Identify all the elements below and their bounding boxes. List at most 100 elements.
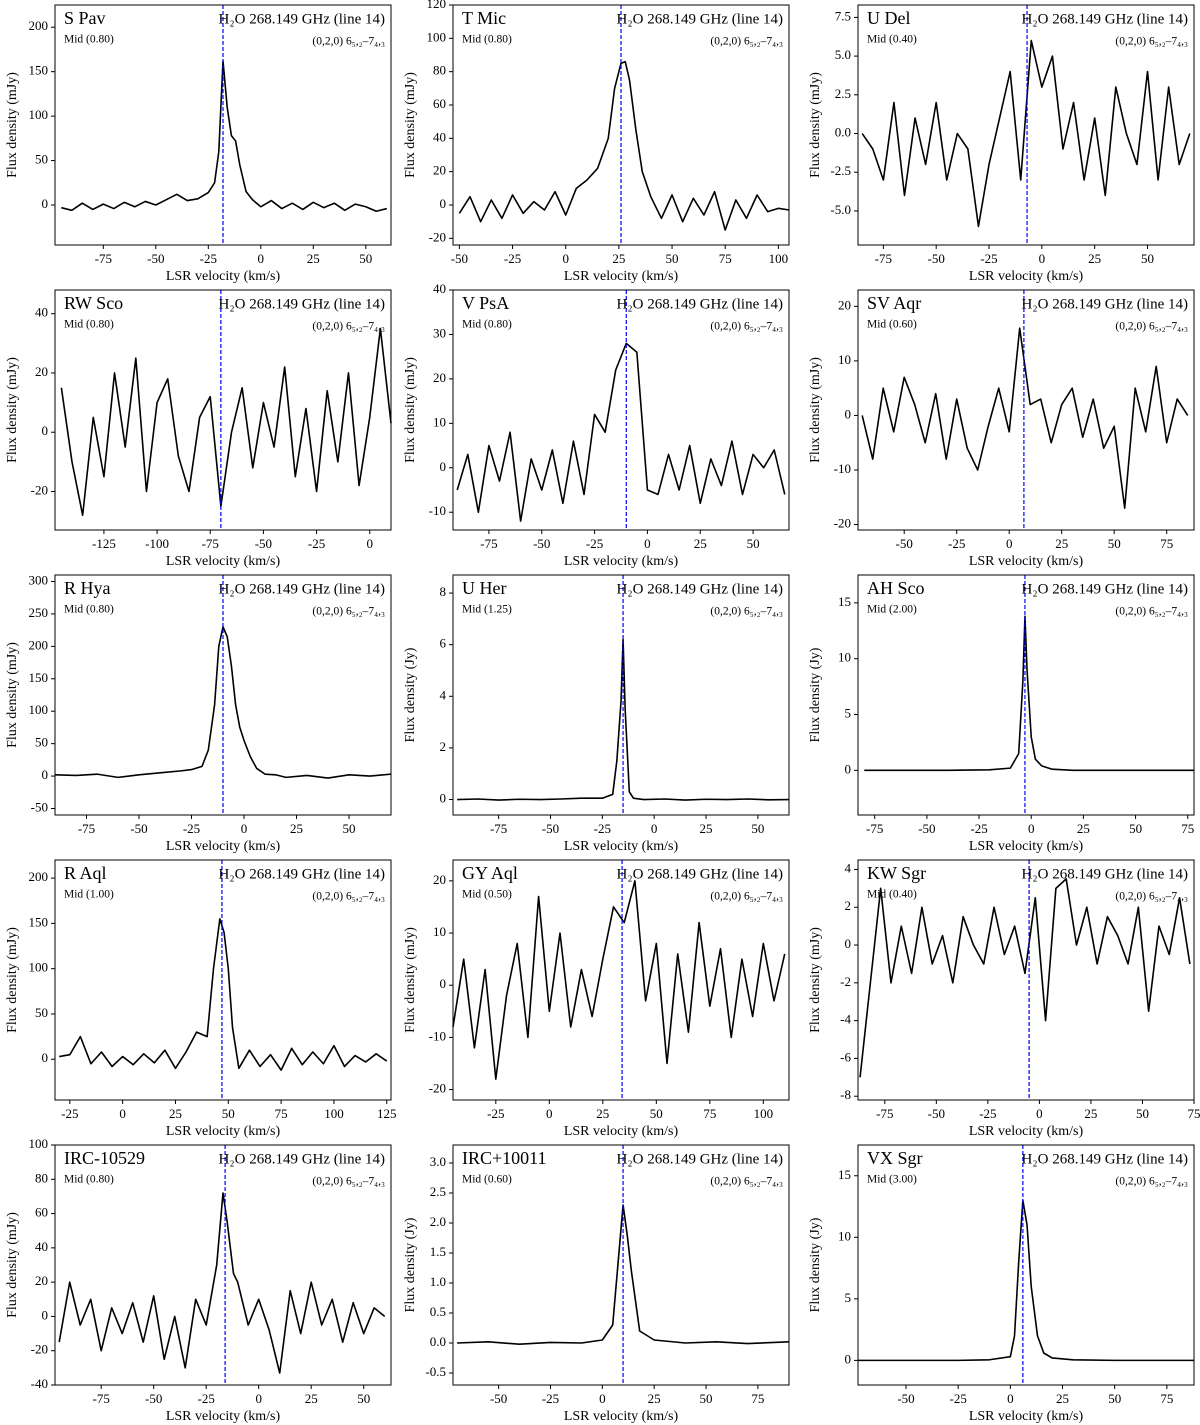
y-tick-label: -50 (31, 799, 48, 814)
x-tick-label: -75 (866, 821, 883, 836)
y-tick-label: 5.0 (835, 47, 851, 62)
y-tick-label: 100 (427, 29, 447, 44)
y-tick-label: 0 (440, 459, 447, 474)
x-tick-label: -75 (202, 536, 219, 551)
y-tick-label: 4 (440, 687, 447, 702)
x-tick-label: 25 (307, 251, 320, 266)
y-tick-label: -10 (429, 1028, 446, 1043)
x-tick-label: 75 (1181, 821, 1194, 836)
y-tick-label: 3.0 (430, 1154, 446, 1169)
x-axis-label: LSR velocity (km/s) (969, 1124, 1084, 1139)
x-tick-label: 0 (1006, 536, 1013, 551)
x-axis-label: LSR velocity (km/s) (969, 839, 1084, 854)
x-tick-label: -25 (594, 821, 611, 836)
x-tick-label: -125 (92, 536, 116, 551)
y-tick-label: 100 (29, 1136, 49, 1151)
x-tick-label: 100 (324, 1106, 344, 1121)
y-tick-label: 40 (433, 129, 446, 144)
y-tick-label: 40 (35, 1239, 48, 1254)
y-tick-label: 50 (35, 1005, 48, 1020)
x-tick-label: -50 (542, 821, 559, 836)
plot-frame (452, 859, 790, 1101)
spectrum-line (859, 878, 1191, 1078)
x-tick-label: -25 (980, 251, 997, 266)
line-annotation: H₂O 268.149 GHz (line 14) (617, 11, 783, 27)
panel-title: U Del (867, 8, 911, 28)
y-axis-label: Flux density (mJy) (5, 357, 20, 463)
x-tick-label: -50 (928, 1106, 945, 1121)
y-tick-label: 50 (35, 735, 48, 750)
x-tick-label: 0 (366, 536, 373, 551)
y-tick-label: -6 (840, 1049, 851, 1064)
x-tick-label: 50 (747, 536, 760, 551)
y-tick-label: -40 (31, 1376, 48, 1391)
y-tick-label: 5 (845, 706, 852, 721)
spectrum-line (60, 327, 392, 516)
x-tick-label: -100 (145, 536, 169, 551)
transition-label: (0,2,0) 6₅,₂–7₄,₃ (312, 36, 385, 48)
y-tick-label: 0.5 (430, 1304, 446, 1319)
panel-subtitle: Mid (0.80) (64, 34, 114, 46)
line-annotation: H₂O 268.149 GHz (line 14) (1022, 866, 1188, 882)
x-tick-label: 50 (1129, 821, 1142, 836)
x-tick-label: 75 (1160, 536, 1173, 551)
plot-frame (857, 289, 1195, 531)
y-axis-label: Flux density (mJy) (403, 927, 418, 1033)
y-axis-label: Flux density (mJy) (808, 357, 823, 463)
x-tick-label: -25 (950, 1391, 967, 1406)
x-tick-label: 50 (359, 251, 372, 266)
panel-subtitle: Mid (0.40) (867, 889, 917, 901)
transition-label: (0,2,0) 6₅,₂–7₄,₃ (1115, 606, 1188, 618)
panel-subtitle: Mid (0.80) (462, 319, 512, 331)
y-tick-label: 0 (440, 791, 447, 806)
y-tick-label: 0 (440, 196, 447, 211)
y-axis-label: Flux density (mJy) (5, 72, 20, 178)
y-tick-label: 20 (35, 364, 48, 379)
y-tick-label: 80 (35, 1170, 48, 1185)
y-tick-label: 0 (42, 767, 49, 782)
x-tick-label: -75 (875, 251, 892, 266)
x-tick-label: -50 (490, 1391, 507, 1406)
x-tick-label: -25 (970, 821, 987, 836)
panel-title: AH Sco (867, 578, 925, 598)
transition-label: (0,2,0) 6₅,₂–7₄,₃ (312, 321, 385, 333)
panel-subtitle: Mid (0.50) (462, 889, 512, 901)
line-annotation: H₂O 268.149 GHz (line 14) (1022, 11, 1188, 27)
x-tick-label: 0 (644, 536, 651, 551)
x-tick-label: -25 (200, 251, 217, 266)
panel-title: RW Sco (64, 293, 123, 313)
x-tick-label: -50 (897, 1391, 914, 1406)
panel-title: SV Aqr (867, 293, 921, 313)
x-tick-label: 25 (169, 1106, 182, 1121)
x-tick-label: 0 (1028, 821, 1035, 836)
transition-label: (0,2,0) 6₅,₂–7₄,₃ (312, 606, 385, 618)
x-axis-label: LSR velocity (km/s) (564, 269, 679, 284)
x-tick-label: -75 (490, 821, 507, 836)
plot-frame (452, 289, 790, 531)
y-tick-label: -20 (429, 1081, 446, 1096)
spectrum-line (858, 1199, 1194, 1362)
panel-title: IRC-10529 (64, 1148, 145, 1168)
x-axis-label: LSR velocity (km/s) (166, 554, 281, 569)
spectrum-line (457, 638, 790, 801)
spectrum-line (452, 880, 786, 1080)
x-tick-label: -50 (255, 536, 272, 551)
y-tick-label: 2.0 (430, 1214, 446, 1229)
x-tick-label: 50 (1108, 1391, 1121, 1406)
y-tick-label: 0 (440, 976, 447, 991)
panel-subtitle: Mid (3.00) (867, 1174, 917, 1186)
spectrum-line (861, 327, 1189, 509)
y-tick-label: 0.0 (835, 125, 851, 140)
x-tick-label: -50 (533, 536, 550, 551)
line-annotation: H₂O 268.149 GHz (line 14) (617, 296, 783, 312)
plot-frame (857, 1144, 1195, 1386)
transition-label: (0,2,0) 6₅,₂–7₄,₃ (710, 321, 783, 333)
x-tick-label: -50 (147, 251, 164, 266)
y-axis-label: Flux density (mJy) (403, 357, 418, 463)
x-tick-label: 0 (241, 821, 248, 836)
x-tick-label: -75 (876, 1106, 893, 1121)
y-tick-label: 80 (433, 63, 446, 78)
x-tick-label: -75 (480, 536, 497, 551)
transition-label: (0,2,0) 6₅,₂–7₄,₃ (710, 36, 783, 48)
y-axis-label: Flux density (mJy) (5, 1212, 20, 1318)
